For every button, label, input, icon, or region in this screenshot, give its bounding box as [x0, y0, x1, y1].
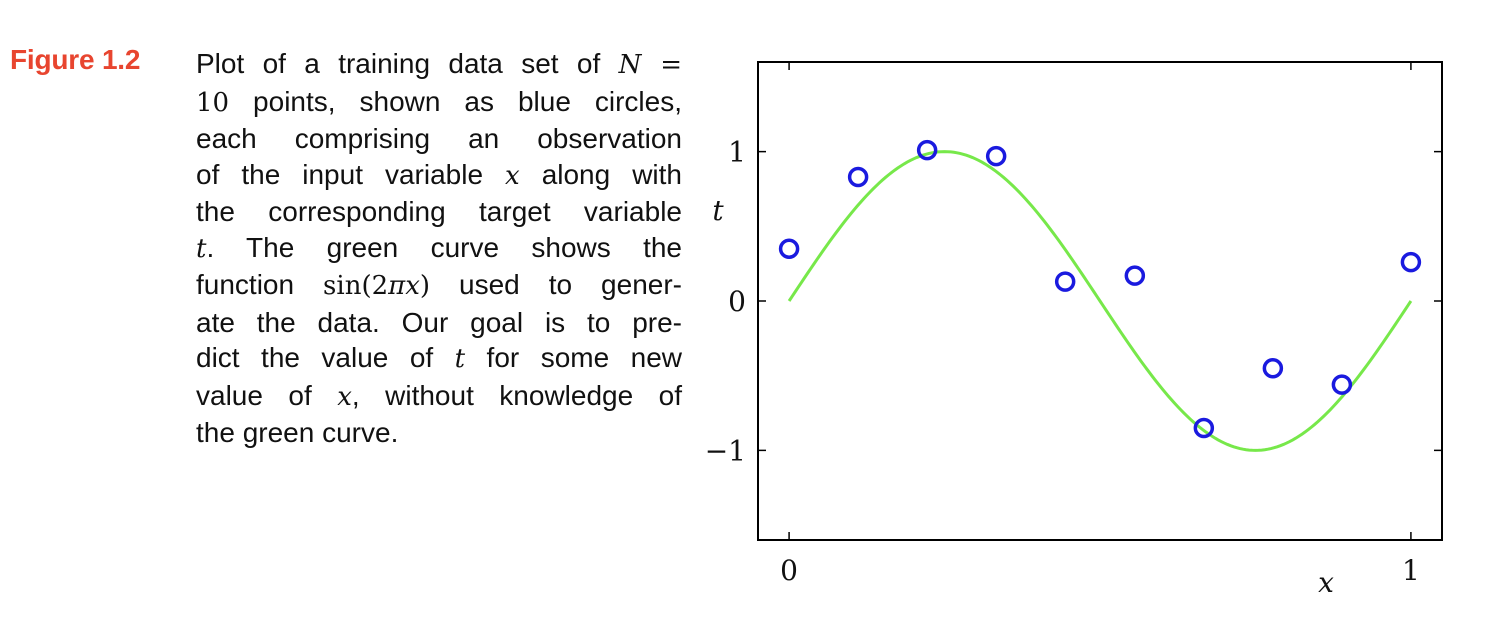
caption-fragment: of the input variable	[196, 158, 506, 190]
caption-line: Plot of a training data set of N =	[196, 46, 682, 84]
data-point	[778, 238, 800, 259]
caption-fragment: x	[505, 160, 520, 191]
data-point	[1400, 251, 1422, 273]
data-point	[916, 139, 938, 161]
data-point	[985, 145, 1007, 167]
caption-line: the corresponding target variable	[196, 194, 682, 230]
data-point	[847, 166, 869, 188]
x-tick-label: 0	[780, 554, 798, 587]
caption-line: value of x, without knowledge of	[196, 378, 682, 416]
caption-fragment: Plot of a training data set of	[196, 48, 619, 79]
caption-line: t. The green curve shows the	[196, 230, 682, 268]
caption-fragment: the green curve.	[196, 417, 399, 448]
points-layer	[778, 139, 1422, 439]
caption-fragment: the corresponding target variable	[196, 196, 682, 227]
caption-fragment: each comprising an observation	[196, 123, 682, 154]
caption-fragment: function	[196, 269, 324, 300]
data-point	[1262, 357, 1284, 379]
caption-line: each comprising an observation	[196, 121, 682, 157]
y-tick-label: 0	[728, 285, 746, 318]
y-tick-label: 1	[728, 136, 746, 169]
data-point	[1124, 265, 1146, 286]
caption-fragment: 10	[196, 87, 230, 118]
sine-curve	[787, 150, 1413, 452]
caption-line: the green curve.	[196, 415, 682, 451]
caption-fragment: t	[454, 344, 466, 374]
caption-fragment: points, shown as blue circles,	[229, 85, 682, 117]
plot-axes	[757, 61, 1443, 541]
caption-fragment: used to gener-	[430, 269, 682, 300]
caption-fragment: . The green curve shows the	[206, 231, 682, 263]
y-tick-label: −1	[705, 434, 746, 467]
caption-line: 10 points, shown as blue circles,	[196, 84, 682, 122]
data-point	[1054, 271, 1076, 292]
caption-fragment: along with	[519, 158, 682, 190]
caption-line: ate the data. Our goal is to pre-	[196, 305, 682, 341]
caption-fragment: N =	[618, 50, 682, 80]
x-tick-label: 1	[1402, 554, 1420, 587]
caption-line: dict the value of t for some new	[196, 340, 682, 378]
caption-fragment: dict the value of	[196, 342, 455, 373]
caption-fragment: x	[337, 381, 352, 412]
caption-fragment: , without knowledge of	[351, 379, 682, 411]
x-axis-label: x	[1318, 566, 1334, 599]
figure-label: Figure 1.2	[10, 44, 141, 75]
data-point	[1331, 374, 1353, 395]
y-axis-label: t	[712, 194, 724, 227]
caption-fragment: ate the data. Our goal is to pre-	[196, 306, 682, 338]
caption-fragment: t	[196, 233, 207, 264]
caption-fragment: )	[419, 271, 431, 301]
data-point	[1193, 417, 1215, 439]
caption-fragment: πx	[388, 271, 420, 301]
caption-line: of the input variable x along with	[196, 157, 682, 195]
figure-caption: Plot of a training data set of N = 10 poi…	[196, 46, 682, 451]
caption-line: function sin(2πx) used to gener-	[196, 267, 682, 305]
labels-layer: 0 1 −1 0 1 x t	[705, 136, 1420, 599]
caption-fragment: for some new	[465, 342, 682, 373]
caption-fragment: sin(2	[323, 271, 389, 301]
curve-layer	[787, 150, 1413, 452]
caption-fragment: value of	[196, 379, 338, 411]
